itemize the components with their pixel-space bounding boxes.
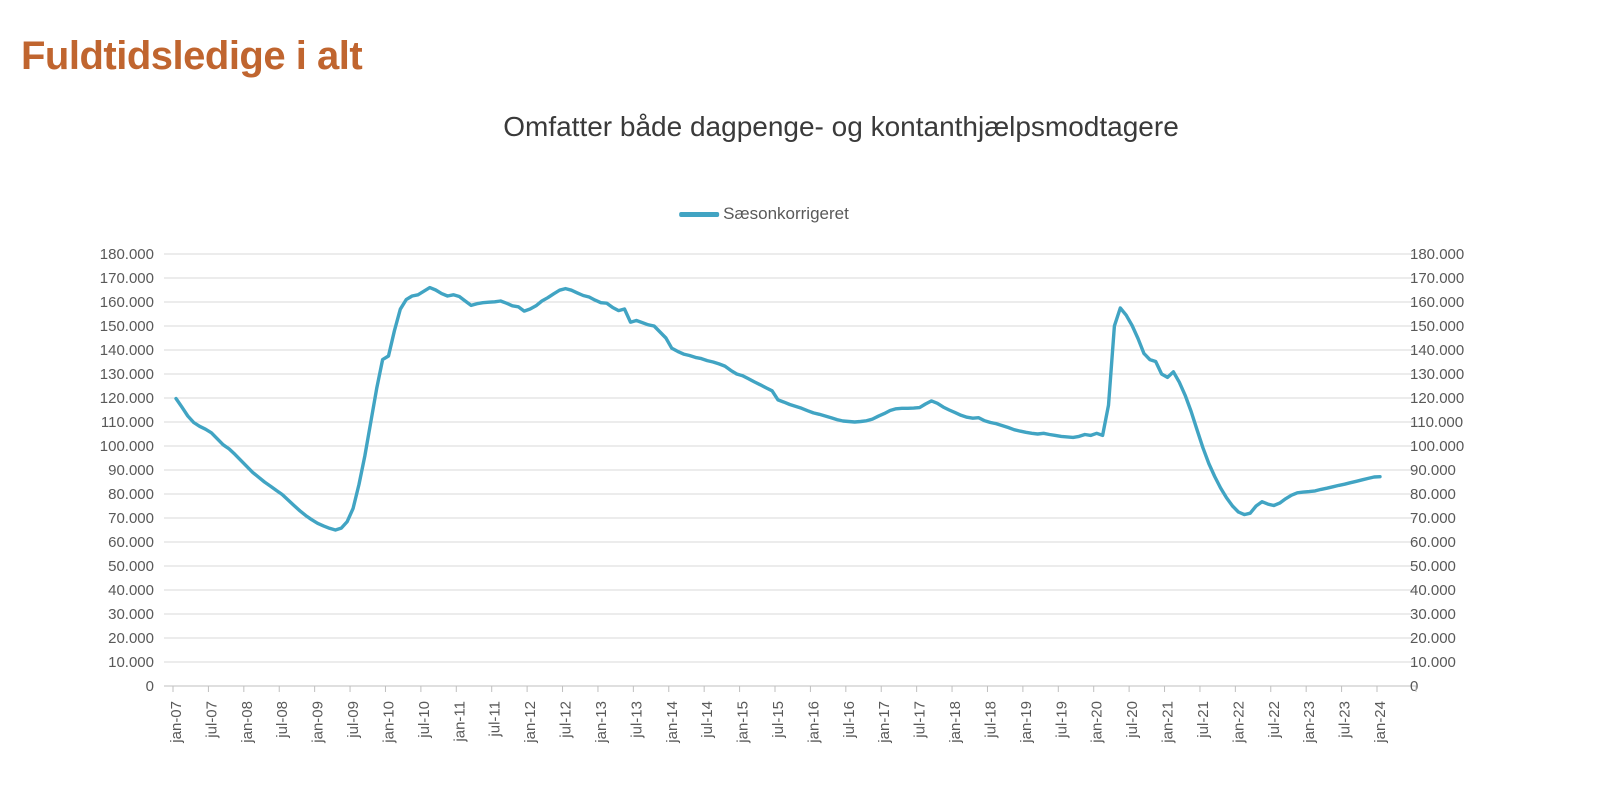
y-axis-label-right: 30.000 (1410, 606, 1456, 623)
x-axis-label: jan-22 (1230, 701, 1247, 744)
x-axis-label: jul-23 (1337, 701, 1354, 739)
x-axis-label: jan-11 (451, 701, 468, 743)
x-axis-label: jan-18 (947, 701, 964, 744)
x-axis-label: jan-14 (664, 701, 681, 744)
x-axis-label: jul-10 (416, 701, 433, 739)
y-axis-label-left: 130.000 (100, 366, 154, 383)
y-axis-label-left: 70.000 (108, 510, 154, 527)
y-axis-label-left: 60.000 (108, 534, 154, 551)
y-axis-label-right: 60.000 (1410, 534, 1456, 551)
x-axis-label: jul-13 (628, 701, 645, 739)
y-axis-label-left: 140.000 (100, 342, 154, 359)
x-axis-label: jan-17 (876, 701, 893, 744)
x-axis-label: jul-11 (487, 701, 504, 738)
y-axis-label-right: 100.000 (1410, 438, 1464, 455)
x-axis-label: jul-16 (841, 701, 858, 739)
x-axis-label: jan-20 (1089, 701, 1106, 744)
x-axis-label: jul-22 (1266, 701, 1283, 739)
x-axis-label: jan-12 (522, 701, 539, 744)
y-axis-label-left: 170.000 (100, 270, 154, 287)
y-axis-label-left: 160.000 (100, 294, 154, 311)
y-axis-label-right: 40.000 (1410, 582, 1456, 599)
y-axis-label-right: 90.000 (1410, 462, 1456, 479)
x-axis-label: jan-19 (1018, 701, 1035, 744)
y-axis-label-right: 70.000 (1410, 510, 1456, 527)
y-axis-label-left: 80.000 (108, 486, 154, 503)
y-axis-label-right: 130.000 (1410, 366, 1464, 383)
x-axis-label: jul-17 (912, 701, 929, 739)
y-axis-label-left: 40.000 (108, 582, 154, 599)
x-axis-label: jan-10 (380, 701, 397, 744)
y-axis-label-left: 50.000 (108, 558, 154, 575)
y-axis-label-right: 10.000 (1410, 654, 1456, 671)
y-axis-label-right: 20.000 (1410, 630, 1456, 647)
y-axis-label-left: 100.000 (100, 438, 154, 455)
y-axis-label-left: 0 (146, 678, 154, 695)
legend-line-swatch (679, 211, 720, 217)
x-axis-label: jul-09 (345, 701, 362, 739)
y-axis-label-left: 10.000 (108, 654, 154, 671)
x-axis-label: jan-21 (1160, 701, 1177, 744)
x-axis-label: jul-18 (982, 701, 999, 739)
x-axis-label: jan-13 (593, 701, 610, 744)
x-axis-label: jul-21 (1195, 701, 1212, 739)
y-axis-label-right: 170.000 (1410, 270, 1464, 287)
y-axis-label-left: 90.000 (108, 462, 154, 479)
y-axis-label-right: 50.000 (1410, 558, 1456, 575)
series-line-saesonkorrigeret (174, 285, 1382, 532)
x-axis-label: jan-09 (310, 701, 327, 744)
y-axis-label-right: 180.000 (1410, 246, 1464, 263)
chart-title: Omfatter både dagpenge- og kontanthjælps… (503, 111, 1179, 142)
y-axis-label-right: 0 (1410, 678, 1418, 695)
y-axis-label-right: 120.000 (1410, 390, 1464, 407)
legend: Sæsonkorrigeret (679, 204, 849, 224)
x-axis-label: jan-15 (735, 701, 752, 744)
y-axis-label-left: 180.000 (100, 246, 154, 263)
y-axis-label-left: 110.000 (101, 414, 154, 431)
x-axis-label: jul-14 (699, 701, 716, 739)
y-axis-label-right: 80.000 (1410, 486, 1456, 503)
y-axis-label-left: 20.000 (108, 630, 154, 647)
x-axis-label: jan-07 (168, 701, 185, 744)
x-axis-label: jul-08 (274, 701, 291, 739)
y-axis-label-right: 110.000 (1410, 414, 1463, 431)
x-axis-label: jan-23 (1301, 701, 1318, 744)
legend-label: Sæsonkorrigeret (723, 204, 849, 223)
y-axis-label-right: 140.000 (1410, 342, 1464, 359)
y-axis-label-left: 120.000 (100, 390, 154, 407)
y-axis-label-right: 150.000 (1410, 318, 1464, 335)
y-axis-label-left: 30.000 (108, 606, 154, 623)
x-axis-label: jan-08 (239, 701, 256, 744)
x-axis-label: jul-15 (770, 701, 787, 739)
x-axis-label: jan-24 (1372, 701, 1389, 744)
x-axis-label: jul-07 (203, 701, 220, 739)
y-axis-label-left: 150.000 (100, 318, 154, 335)
x-axis-label: jul-19 (1053, 701, 1070, 739)
x-axis-label: jul-20 (1124, 701, 1141, 739)
x-axis-label: jan-16 (805, 701, 822, 744)
x-axis-label: jul-12 (558, 701, 575, 739)
page-title: Fuldtidsledige i alt (21, 34, 363, 78)
y-axis-label-right: 160.000 (1410, 294, 1464, 311)
